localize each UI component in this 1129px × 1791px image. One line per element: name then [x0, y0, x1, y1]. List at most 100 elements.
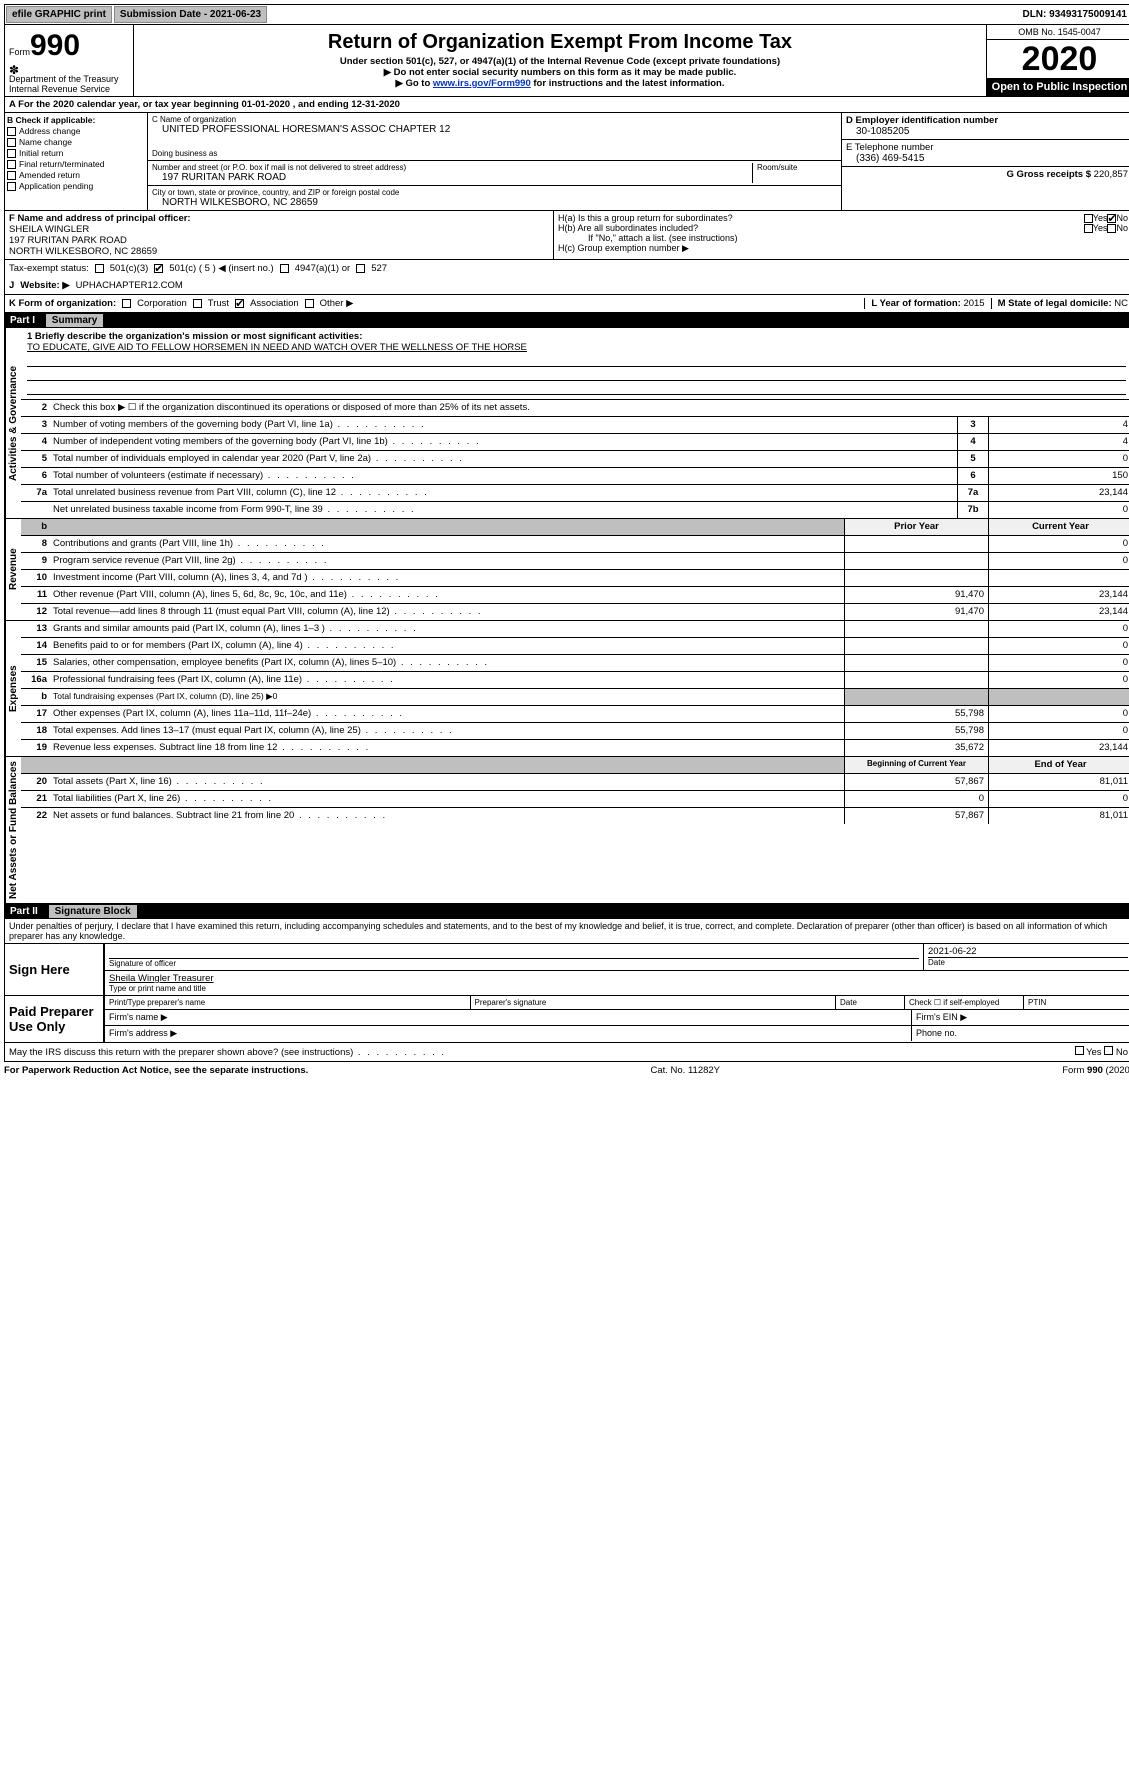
table-row: 4Number of independent voting members of… [21, 434, 1129, 451]
year-col: OMB No. 1545-0047 2020 Open to Public In… [986, 25, 1129, 96]
cb-amended[interactable] [7, 171, 16, 180]
table-row: 12Total revenue—add lines 8 through 11 (… [21, 604, 1129, 620]
cb-discuss-yes[interactable] [1075, 1046, 1084, 1055]
table-row: 22Net assets or fund balances. Subtract … [21, 808, 1129, 824]
k-l-m-row: K Form of organization: Corporation Trus… [4, 295, 1129, 313]
cb-527[interactable] [356, 264, 365, 273]
cb-501c[interactable] [154, 264, 163, 273]
h-b-label: H(b) Are all subordinates included? [558, 223, 1084, 233]
box-b: B Check if applicable: Address change Na… [5, 113, 148, 210]
cb-initial-return[interactable] [7, 149, 16, 158]
form-title: Return of Organization Exempt From Incom… [138, 31, 982, 54]
table-row: 17Other expenses (Part IX, column (A), l… [21, 706, 1129, 723]
lbl-amended: Amended return [19, 170, 80, 180]
lbl-no: No [1116, 1047, 1128, 1058]
cb-ha-yes[interactable] [1084, 214, 1093, 223]
table-row: 8Contributions and grants (Part VIII, li… [21, 536, 1129, 553]
instructions-link[interactable]: www.irs.gov/Form990 [433, 78, 531, 89]
prep-name-label: Print/Type preparer's name [105, 996, 471, 1009]
h-a-label: H(a) Is this a group return for subordin… [558, 213, 1084, 223]
part-2-sub: Signature Block [49, 905, 137, 918]
h-c-label: H(c) Group exemption number ▶ [558, 243, 1128, 254]
paperwork-notice: For Paperwork Reduction Act Notice, see … [4, 1065, 308, 1076]
table-row: 18Total expenses. Add lines 13–17 (must … [21, 723, 1129, 740]
line-2: Check this box ▶ ☐ if the organization d… [49, 400, 1129, 416]
cb-corp[interactable] [122, 299, 131, 308]
cb-name-change[interactable] [7, 138, 16, 147]
firm-addr-label: Firm's address ▶ [105, 1026, 912, 1041]
website-label: Website: ▶ [20, 280, 69, 291]
section-expenses: Expenses 13Grants and similar amounts pa… [4, 621, 1129, 757]
part-2-title: Part II [10, 906, 38, 917]
addr-label: Number and street (or P.O. box if mail i… [152, 163, 752, 172]
officer-name: SHEILA WINGLER [9, 224, 549, 235]
form-id-col: Form990 ✽ Department of the Treasury Int… [5, 25, 134, 96]
vert-net-assets: Net Assets or Fund Balances [5, 757, 21, 903]
lbl-4947: 4947(a)(1) or [295, 263, 350, 274]
firm-name-label: Firm's name ▶ [105, 1010, 912, 1025]
cb-ha-no[interactable] [1107, 214, 1116, 223]
check-self-label: Check ☐ if self-employed [905, 996, 1024, 1009]
subtitle-3: ▶ Go to www.irs.gov/Form990 for instruct… [138, 78, 982, 89]
prep-date-label: Date [836, 996, 905, 1009]
box-l-label: L Year of formation: [871, 298, 963, 309]
addr-value: 197 RURITAN PARK ROAD [152, 172, 752, 183]
cb-discuss-no[interactable] [1104, 1046, 1113, 1055]
firm-ein-label: Firm's EIN ▶ [912, 1010, 1129, 1025]
box-m-val: NC [1114, 298, 1128, 309]
cb-hb-yes[interactable] [1084, 224, 1093, 233]
box-c: C Name of organization UNITED PROFESSION… [148, 113, 841, 210]
form-number: 990 [30, 29, 80, 62]
phone-value: (336) 469-5415 [846, 153, 1128, 164]
cb-other[interactable] [305, 299, 314, 308]
form-version: Form 990 (2020) [1062, 1065, 1129, 1076]
subtitle-2: ▶ Do not enter social security numbers o… [138, 67, 982, 78]
cb-501c3[interactable] [95, 264, 104, 273]
ptin-label: PTIN [1024, 996, 1129, 1009]
officer-label: F Name and address of principal officer: [9, 213, 549, 224]
cb-4947[interactable] [280, 264, 289, 273]
section-net-assets: Net Assets or Fund Balances Beginning of… [4, 757, 1129, 904]
gross-receipts-value: 220,857 [1094, 169, 1128, 180]
cb-assoc[interactable] [235, 299, 244, 308]
lbl-yes: Yes [1086, 1047, 1102, 1058]
lbl-trust: Trust [208, 298, 229, 309]
lbl-assoc: Association [250, 298, 299, 309]
lbl-final-return: Final return/terminated [19, 159, 105, 169]
city-value: NORTH WILKESBORO, NC 28659 [152, 197, 837, 208]
officer-addr2: NORTH WILKESBORO, NC 28659 [9, 246, 549, 257]
entity-grid: B Check if applicable: Address change Na… [4, 113, 1129, 211]
cb-application-pending[interactable] [7, 182, 16, 191]
table-row: Net unrelated business taxable income fr… [21, 502, 1129, 518]
lbl-address-change: Address change [19, 126, 80, 136]
tax-status-row: Tax-exempt status: 501(c)(3) 501(c) ( 5 … [4, 260, 1129, 277]
lbl-other: Other ▶ [320, 298, 354, 309]
cb-final-return[interactable] [7, 160, 16, 169]
dba-label: Doing business as [152, 149, 837, 158]
rev-hdr-n: b [21, 519, 49, 535]
sig-date-label: Date [928, 957, 1128, 967]
beginning-year-header: Beginning of Current Year [844, 757, 988, 773]
table-row: bTotal fundraising expenses (Part IX, co… [21, 689, 1129, 706]
table-row: 20Total assets (Part X, line 16)57,86781… [21, 774, 1129, 791]
website-j: J [9, 280, 14, 291]
cb-trust[interactable] [193, 299, 202, 308]
line-1-value: TO EDUCATE, GIVE AID TO FELLOW HORSEMEN … [27, 342, 1126, 353]
cb-hb-no[interactable] [1107, 224, 1116, 233]
part-1-title: Part I [10, 315, 35, 326]
dept-label: Department of the Treasury Internal Reve… [9, 74, 119, 94]
sub3-post: for instructions and the latest informat… [531, 78, 725, 89]
lbl-corp: Corporation [137, 298, 187, 309]
declaration-text: Under penalties of perjury, I declare th… [4, 919, 1129, 944]
cb-address-change[interactable] [7, 127, 16, 136]
lbl-527: 527 [371, 263, 387, 274]
subtitle-1: Under section 501(c), 527, or 4947(a)(1)… [138, 56, 982, 67]
prior-year-header: Prior Year [844, 519, 988, 535]
footer-row: For Paperwork Reduction Act Notice, see … [4, 1062, 1129, 1079]
table-row: 3Number of voting members of the governi… [21, 417, 1129, 434]
paid-preparer-label: Paid Preparer Use Only [5, 996, 103, 1042]
dln-label: DLN: 93493175009141 [1022, 9, 1129, 20]
table-row: 13Grants and similar amounts paid (Part … [21, 621, 1129, 638]
table-row: 5Total number of individuals employed in… [21, 451, 1129, 468]
efile-button[interactable]: efile GRAPHIC print [6, 6, 112, 23]
